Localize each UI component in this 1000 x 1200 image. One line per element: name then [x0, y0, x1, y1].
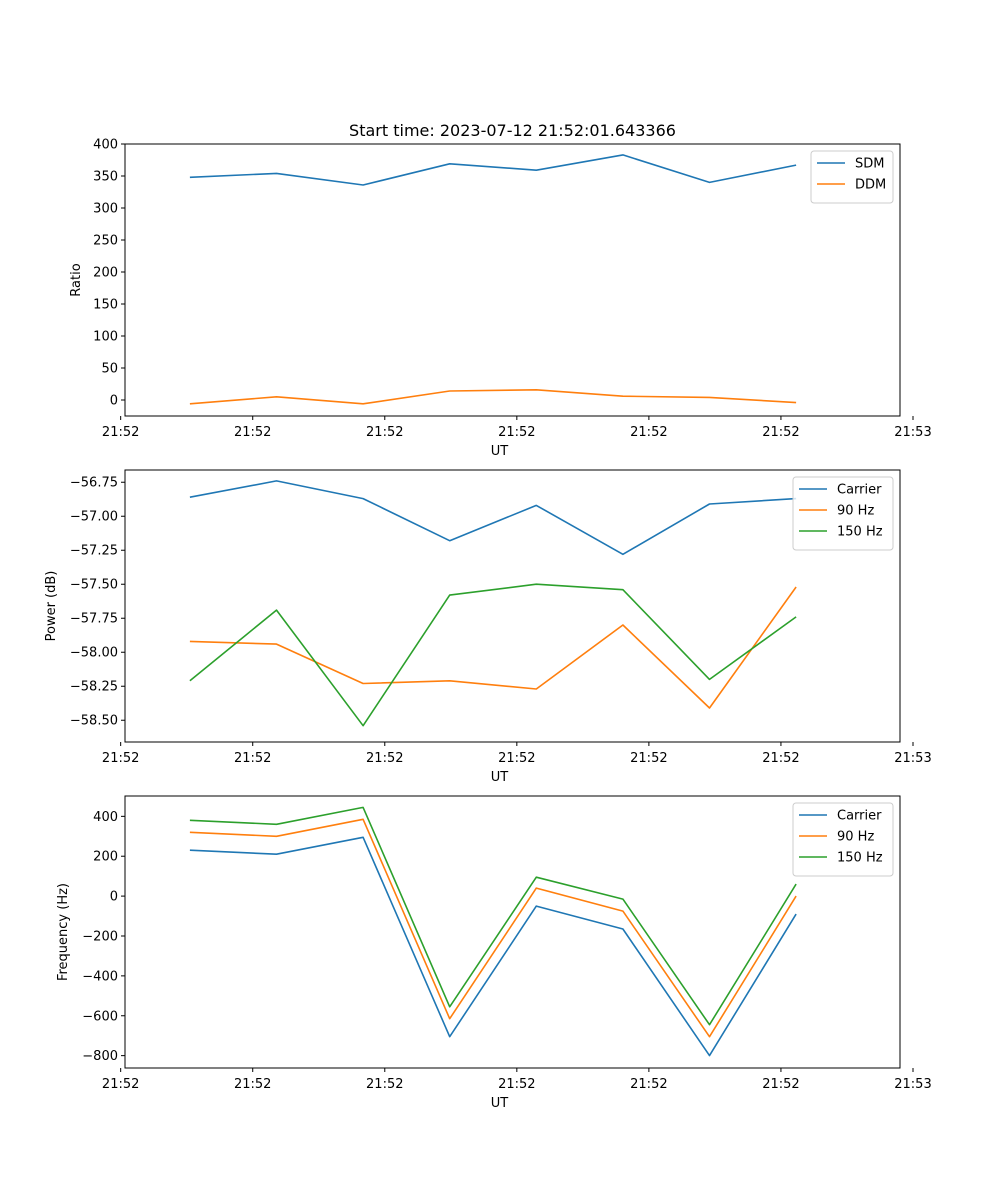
series-line-150-hz — [189, 583, 797, 727]
x-tick-label: 21:52 — [234, 751, 271, 766]
x-tick-label: 21:52 — [630, 425, 667, 440]
x-tick-label: 21:52 — [630, 1077, 667, 1092]
y-tick-label: 150 — [93, 298, 118, 313]
legend-label: 90 Hz — [837, 504, 874, 519]
y-tick-label: −600 — [82, 1009, 118, 1024]
figure-title: Start time: 2023-07-12 21:52:01.643366 — [349, 121, 676, 140]
plot-frame — [124, 469, 901, 743]
x-tick-label: 21:52 — [498, 425, 535, 440]
series-line-carrier — [189, 836, 797, 1057]
y-tick-label: −58.00 — [70, 646, 118, 661]
x-tick-label: 21:52 — [762, 751, 799, 766]
x-tick-label: 21:52 — [366, 1077, 403, 1092]
legend-label: 90 Hz — [837, 830, 874, 845]
x-tick-label: 21:52 — [102, 751, 139, 766]
legend-label: DDM — [855, 178, 886, 193]
y-tick-label: −58.25 — [70, 680, 118, 695]
y-tick-label: −58.50 — [70, 714, 118, 729]
y-tick-label: −56.75 — [70, 476, 118, 491]
x-tick-label: 21:52 — [234, 425, 271, 440]
y-tick-label: 200 — [93, 266, 118, 281]
legend: SDM DDM — [810, 150, 894, 204]
x-axis-label: UT — [491, 444, 509, 459]
y-tick-label: 400 — [93, 138, 118, 153]
y-tick-label: 0 — [110, 890, 118, 905]
y-tick-label: −400 — [82, 969, 118, 984]
x-tick-label: 21:52 — [630, 751, 667, 766]
y-tick-label: −800 — [82, 1049, 118, 1064]
y-tick-label: 250 — [93, 234, 118, 249]
x-tick-label: 21:52 — [234, 1077, 271, 1092]
legend: Carrier 90 Hz 150 Hz — [792, 802, 894, 877]
y-tick-label: −200 — [82, 929, 118, 944]
y-tick-label: 200 — [93, 850, 118, 865]
chart-panel-power: −56.75 −57.00 −57.25 −57.50 −57.75 −58.00 −58.… — [44, 469, 932, 785]
y-tick-label: 100 — [93, 330, 118, 345]
y-tick-label: 300 — [93, 202, 118, 217]
y-tick-label: 400 — [93, 810, 118, 825]
x-tick-label: 21:52 — [366, 751, 403, 766]
x-tick-label: 21:52 — [498, 751, 535, 766]
y-tick-label: 0 — [110, 394, 118, 409]
x-tick-label: 21:52 — [762, 1077, 799, 1092]
chart-panel-ratio: 0 50 100 150 200 250 300 350 400 21:52 21:52 21:52 2… — [69, 138, 932, 460]
x-tick-label: 21:52 — [366, 425, 403, 440]
x-tick-label: 21:52 — [102, 425, 139, 440]
y-tick-label: −57.00 — [70, 510, 118, 525]
y-tick-label: 350 — [93, 170, 118, 185]
y-tick-label: −57.25 — [70, 544, 118, 559]
chart-panel-frequency: 400 200 0 −200 −400 −600 −800 21:52 21:52 21:52 21… — [56, 795, 932, 1111]
series-line-ddm — [189, 388, 797, 405]
y-tick-label: 50 — [101, 362, 118, 377]
legend-label: Carrier — [837, 483, 882, 498]
series-line-90-hz — [189, 586, 797, 709]
legend-label: Carrier — [837, 809, 882, 824]
series-line-carrier — [189, 480, 797, 556]
x-tick-label: 21:53 — [894, 1077, 931, 1092]
x-tick-label: 21:52 — [102, 1077, 139, 1092]
y-axis-label: Power (dB) — [44, 571, 59, 642]
y-tick-label: −57.75 — [70, 612, 118, 627]
y-tick-label: −57.50 — [70, 578, 118, 593]
series-line-sdm — [189, 154, 797, 186]
x-tick-label: 21:52 — [762, 425, 799, 440]
plot-frame — [124, 143, 901, 417]
x-tick-label: 21:53 — [894, 425, 931, 440]
legend-box — [810, 150, 894, 204]
x-tick-label: 21:53 — [894, 751, 931, 766]
series-line-150-hz — [189, 806, 797, 1026]
series-line-90-hz — [189, 818, 797, 1038]
y-axis-label: Ratio — [69, 263, 84, 296]
x-axis-label: UT — [491, 770, 509, 785]
legend-label: 150 Hz — [837, 525, 883, 540]
plot-frame — [124, 795, 901, 1069]
plots-container: 0 50 100 150 200 250 300 350 400 21:52 21:52 21:52 2… — [44, 138, 932, 1112]
legend-label: 150 Hz — [837, 851, 883, 866]
legend: Carrier 90 Hz 150 Hz — [792, 476, 894, 551]
y-axis-label: Frequency (Hz) — [56, 883, 71, 981]
x-axis-label: UT — [491, 1096, 509, 1111]
x-tick-label: 21:52 — [498, 1077, 535, 1092]
legend-label: SDM — [855, 157, 884, 172]
